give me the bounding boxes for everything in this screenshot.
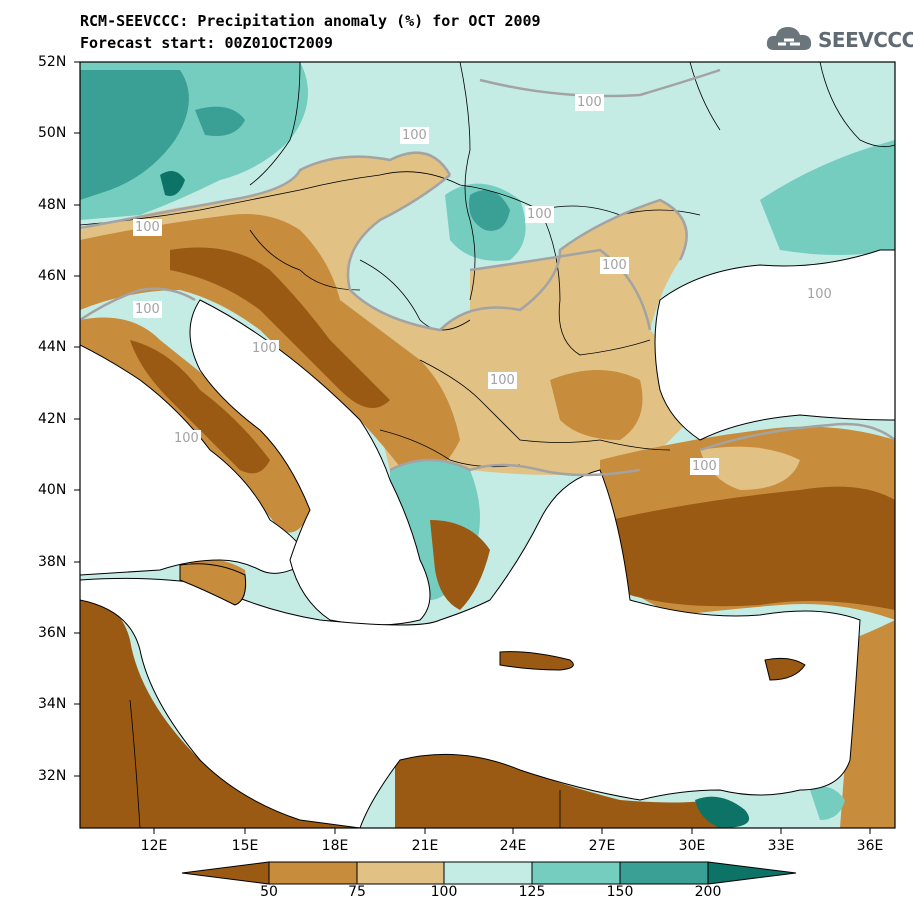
lon-label: 12E	[140, 838, 168, 854]
contour-label-100: 100	[133, 301, 162, 318]
very-dry-zone-libya-egypt	[395, 752, 720, 828]
colorbar-label: 50	[260, 884, 278, 900]
lat-label: 50N	[38, 125, 67, 141]
colorbar	[181, 861, 797, 885]
crete-island	[499, 651, 574, 671]
very-dry-zone-libya-west	[80, 600, 360, 828]
dry-zone-bulgaria	[550, 370, 643, 440]
seevccc-logo: SEEVCCC	[764, 22, 913, 56]
cloud-icon	[766, 27, 812, 50]
sicily-island	[179, 563, 246, 606]
black-sea	[654, 249, 895, 441]
very-dry-zone-italy	[130, 340, 270, 474]
lon-label: 30E	[678, 838, 706, 854]
extreme-wet-zone-nile-delta	[695, 796, 750, 828]
colorbar-segment	[181, 861, 270, 885]
colorbar-label: 150	[606, 884, 634, 900]
lat-label: 44N	[38, 339, 67, 355]
lon-label: 27E	[588, 838, 616, 854]
very-dry-zone-anatolia	[610, 486, 895, 610]
slightly-dry-zone-turkey	[700, 446, 800, 490]
contour-100-lines	[80, 68, 895, 477]
contour-label-100: 100	[172, 430, 201, 447]
lat-label: 34N	[38, 696, 67, 712]
contour-label-100: 100	[525, 206, 554, 223]
extreme-wet-zone-czech	[160, 171, 185, 196]
map-field	[80, 62, 895, 828]
dry-zone-adriatic	[80, 214, 460, 480]
colorbar-label: 200	[694, 884, 722, 900]
colorbar-segment	[531, 861, 621, 885]
logo-text: SEEVCCC	[818, 28, 913, 52]
tyrrhenian-sea	[80, 344, 311, 576]
very-wet-zone-northwest	[80, 70, 189, 200]
lat-label: 32N	[38, 768, 67, 784]
lon-label: 33E	[767, 838, 795, 854]
cyprus-island	[764, 657, 806, 681]
axis-ticks	[74, 61, 871, 834]
sea-areas	[80, 249, 895, 828]
colorbar-label: 125	[518, 884, 546, 900]
contour-label-100: 100	[400, 127, 429, 144]
colorbar-segment	[443, 861, 533, 885]
lat-label: 36N	[38, 625, 67, 641]
colorbar-label: 75	[348, 884, 366, 900]
lat-label: 52N	[38, 54, 67, 70]
colorbar-segment	[356, 861, 445, 885]
lon-label: 36E	[856, 838, 884, 854]
lon-label: 18E	[321, 838, 349, 854]
very-wet-zone-poland	[195, 106, 245, 136]
map-frame	[79, 61, 896, 829]
contour-label-100: 100	[805, 286, 834, 303]
lon-label: 21E	[411, 838, 439, 854]
very-dry-zone-dinarides	[170, 247, 390, 408]
mediterranean-sea	[80, 469, 861, 828]
country-borders	[80, 62, 895, 828]
colorbar-label: 100	[430, 884, 458, 900]
lat-label: 40N	[38, 482, 67, 498]
wet-zone-ukraine	[760, 140, 895, 255]
forecast-start-subtitle: Forecast start: 00Z01OCT2009	[80, 34, 333, 52]
lat-label: 38N	[38, 554, 67, 570]
lon-label: 24E	[499, 838, 527, 854]
contour-label-100: 100	[575, 94, 604, 111]
colorbar-segment	[268, 861, 358, 885]
contour-label-100: 100	[488, 372, 517, 389]
lat-label: 42N	[38, 411, 67, 427]
contour-label-100: 100	[250, 340, 279, 357]
contour-label-100: 100	[133, 219, 162, 236]
contour-label-100: 100	[600, 257, 629, 274]
wet-zone-sinai	[810, 786, 845, 820]
very-wet-zone-hungary	[469, 190, 510, 231]
lon-label: 15E	[231, 838, 259, 854]
colorbar-segment	[619, 861, 709, 885]
colorbar-segment	[707, 861, 797, 885]
contour-label-100: 100	[690, 458, 719, 475]
map-title: RCM-SEEVCCC: Precipitation anomaly (%) f…	[80, 12, 541, 30]
lat-label: 46N	[38, 268, 67, 284]
very-dry-zone-peloponnese	[430, 520, 490, 610]
lat-label: 48N	[38, 197, 67, 213]
